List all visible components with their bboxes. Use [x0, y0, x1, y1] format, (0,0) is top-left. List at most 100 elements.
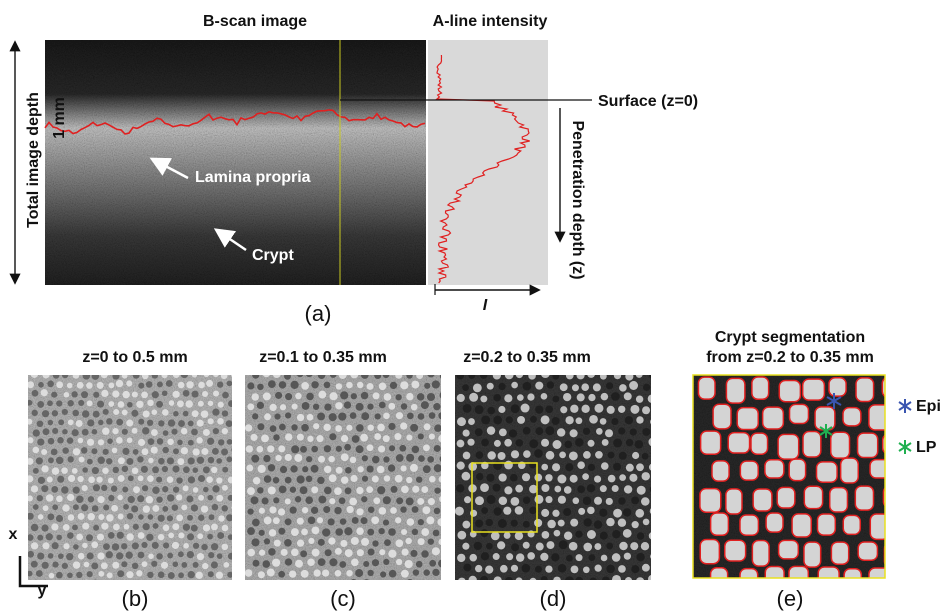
texture-pore: [566, 555, 573, 562]
texture-pore: [213, 390, 219, 396]
texture-pore: [372, 581, 378, 587]
texture-pore: [132, 428, 138, 434]
texture-pore: [572, 384, 579, 391]
texture-pore: [595, 451, 603, 459]
texture-pore: [51, 523, 58, 530]
texture-pore: [300, 550, 307, 557]
texture-pore: [103, 543, 110, 550]
texture-pore: [118, 475, 125, 482]
crypt-label: Crypt: [252, 247, 294, 264]
texture-pore: [575, 417, 582, 424]
texture-pore: [68, 475, 75, 482]
texture-pore: [136, 570, 142, 576]
texture-pore: [589, 577, 597, 585]
texture-pore: [582, 473, 589, 480]
texture-pore: [624, 392, 632, 400]
texture-pore: [92, 372, 99, 379]
texture-pore: [33, 429, 40, 436]
texture-pore: [504, 461, 513, 470]
texture-pore: [246, 465, 253, 472]
texture-pore: [606, 542, 613, 549]
legend-lp-symbol: [899, 440, 911, 454]
texture-pore: [64, 392, 70, 398]
texture-pore: [245, 569, 253, 577]
texture-pore: [162, 486, 168, 492]
texture-pore: [541, 415, 550, 424]
texture-pore: [302, 466, 308, 472]
texture-pore: [511, 543, 519, 551]
texture-pore: [264, 538, 270, 544]
texture-pore: [510, 474, 518, 482]
texture-pore: [62, 409, 68, 415]
texture-pore: [642, 406, 650, 414]
texture-pore: [619, 384, 627, 392]
texture-pore: [137, 495, 144, 502]
texture-pore: [68, 419, 74, 425]
texture-pore: [642, 472, 650, 480]
texture-pore: [217, 553, 223, 559]
texture-pore: [61, 581, 68, 588]
texture-pore: [401, 529, 407, 535]
texture-pore: [361, 538, 369, 546]
texture-pore: [178, 382, 185, 389]
crypt-segment: [728, 433, 749, 453]
texture-pore: [509, 429, 517, 437]
texture-pore: [511, 565, 518, 572]
texture-pore: [262, 560, 270, 568]
texture-pore: [358, 466, 364, 472]
texture-pore: [356, 445, 364, 453]
texture-pore: [101, 523, 108, 530]
texture-pore: [197, 533, 203, 539]
texture-pore: [648, 438, 657, 447]
texture-pore: [285, 433, 292, 440]
crypt-segment: [803, 432, 821, 458]
texture-pore: [601, 393, 609, 401]
texture-pore: [552, 396, 559, 403]
texture-pore: [421, 550, 428, 557]
texture-pore: [433, 403, 440, 410]
crypt-segment: [792, 514, 811, 537]
texture-pore: [464, 496, 471, 503]
texture-pore: [560, 383, 568, 391]
texture-pore: [122, 448, 129, 455]
crypt-segment: [855, 486, 873, 510]
texture-pore: [356, 403, 364, 411]
texture-pore: [82, 429, 89, 436]
texture-pore: [290, 507, 297, 514]
texture-pore: [73, 544, 79, 550]
texture-pore: [72, 429, 79, 436]
texture-pore: [523, 496, 531, 504]
texture-pore: [151, 561, 157, 567]
texture-pore: [37, 420, 44, 427]
texture-pore: [27, 513, 34, 520]
texture-pore: [192, 410, 199, 417]
texture-pore: [486, 474, 494, 482]
texture-pore: [222, 544, 229, 551]
texture-pore: [58, 553, 64, 559]
texture-pore: [181, 371, 188, 378]
texture-pore: [41, 389, 48, 396]
texture-pore: [384, 475, 390, 481]
texture-pore: [222, 410, 228, 416]
lamina-label: Lamina propria: [195, 169, 311, 186]
texture-pore: [541, 439, 549, 447]
texture-pore: [593, 383, 601, 391]
texture-pore: [86, 382, 93, 389]
texture-pore: [162, 390, 168, 396]
texture-pore: [56, 515, 63, 522]
texture-pore: [203, 429, 210, 436]
texture-pore: [27, 381, 34, 388]
texture-pore: [422, 506, 430, 514]
crypt-segment: [817, 462, 838, 482]
texture-pore: [374, 372, 381, 379]
texture-pore: [126, 571, 133, 578]
texture-pore: [62, 504, 69, 511]
texture-pore: [380, 571, 386, 577]
texture-pore: [534, 495, 543, 504]
texture-pore: [76, 572, 82, 578]
texture-pore: [142, 427, 149, 434]
texture-pore: [148, 554, 154, 560]
texture-pore: [413, 569, 419, 575]
texture-pore: [133, 372, 140, 379]
texture-pore: [152, 372, 158, 378]
